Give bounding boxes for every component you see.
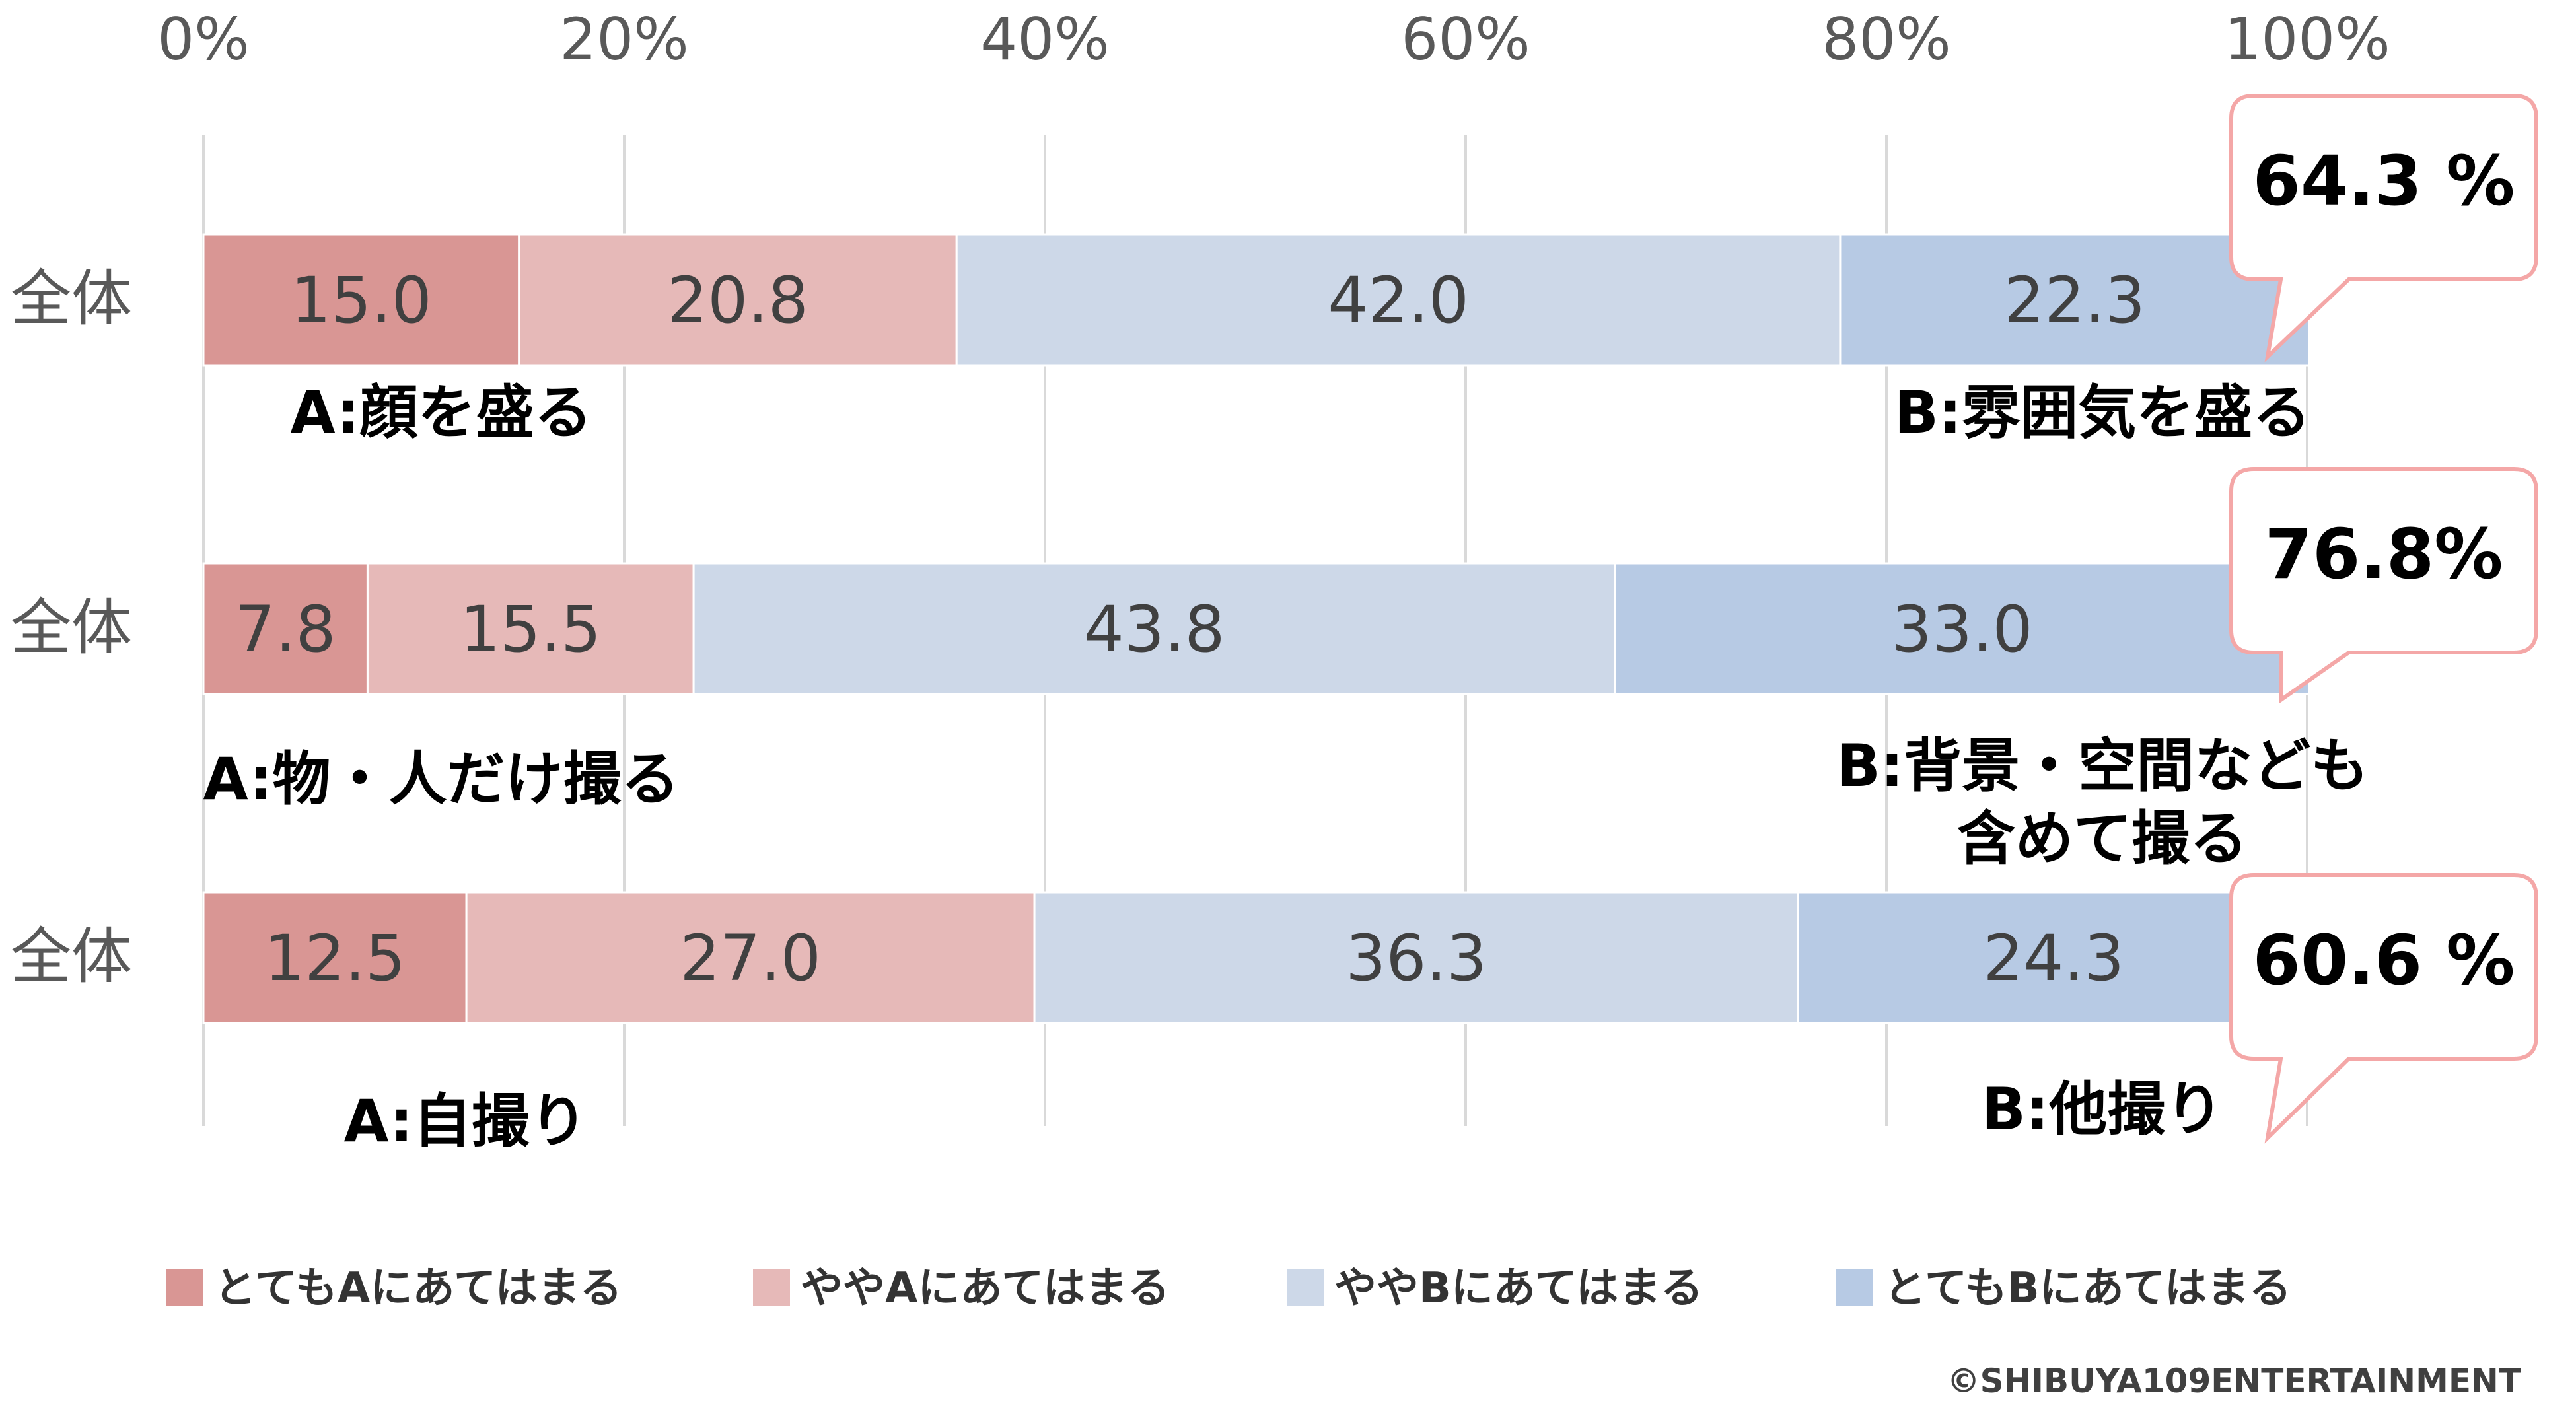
bar-segment xyxy=(465,891,1036,1024)
bars: 全体 15.0 20.8 42.0 22.3 全体 7.8 15.5 43.8 33.0 全体 12.… xyxy=(11,233,2310,1024)
callout-value: 64.3 % xyxy=(2252,141,2515,221)
legend-swatch xyxy=(1287,1269,1324,1306)
label-b: B:雰囲気を盛る xyxy=(1894,378,2310,446)
bar-segment xyxy=(202,562,369,695)
callout-bubble xyxy=(2229,94,2538,363)
legend-swatch xyxy=(1836,1269,1873,1306)
data-label: 36.3 xyxy=(1345,921,1487,995)
tick-label: 80% xyxy=(1822,5,1951,73)
callout-value: 76.8% xyxy=(2265,514,2503,594)
callout-value: 60.6 % xyxy=(2252,920,2515,1001)
data-label: 22.3 xyxy=(2004,264,2145,337)
data-label: 43.8 xyxy=(1084,592,1225,666)
legend-swatch xyxy=(166,1269,203,1306)
label-a: A:自撮り xyxy=(344,1087,588,1155)
tick-label: 100% xyxy=(2224,5,2390,73)
legend-swatch xyxy=(753,1269,790,1306)
tick-label: 0% xyxy=(157,5,250,73)
bar-segment xyxy=(366,562,695,695)
data-label: 7.8 xyxy=(235,592,336,666)
label-b: B:背景・空間なども xyxy=(1836,732,2369,800)
legend-label: ややAにあてはまる xyxy=(801,1264,1170,1313)
category-label: 全体 xyxy=(11,264,132,334)
legend: とてもAにあてはまる ややAにあてはまる ややBにあてはまる とてもBにあてはまる xyxy=(166,1264,2291,1313)
tick-label: 60% xyxy=(1401,5,1530,73)
callout-bubble xyxy=(2229,467,2538,704)
bar-segment xyxy=(1033,891,1799,1024)
bar-segment xyxy=(1797,891,2310,1024)
data-label: 27.0 xyxy=(680,921,821,995)
copyright-text: ©SHIBUYA109ENTERTAINMENT xyxy=(1947,1362,2521,1400)
legend-label: ややBにあてはまる xyxy=(1334,1264,1703,1313)
bar-segment xyxy=(955,233,1842,367)
bar-segment xyxy=(202,891,468,1024)
data-label: 42.0 xyxy=(1328,264,1469,337)
callouts: 64.3 % 76.8% 60.6 % xyxy=(2229,94,2538,1144)
label-a: A:物・人だけ撮る xyxy=(203,745,680,813)
bar-segment xyxy=(1614,562,2310,695)
x-axis-tick-labels: 0% 20% 40% 60% 80% 100% xyxy=(157,5,2390,73)
legend-label: とてもBにあてはまる xyxy=(1884,1264,2291,1313)
data-label: 12.5 xyxy=(264,921,406,995)
label-b: B:他撮り xyxy=(1982,1075,2223,1143)
callout-bubble xyxy=(2229,873,2538,1144)
data-label: 33.0 xyxy=(1892,592,2033,666)
bar-segment xyxy=(202,233,520,367)
data-label: 24.3 xyxy=(1983,921,2124,995)
data-label: 15.5 xyxy=(460,592,601,666)
data-label: 15.0 xyxy=(291,264,432,337)
category-label: 全体 xyxy=(11,592,132,663)
legend-label: とてもAにあてはまる xyxy=(214,1264,622,1313)
label-a: A:顔を盛る xyxy=(291,378,592,446)
category-label: 全体 xyxy=(11,921,132,992)
data-label: 20.8 xyxy=(667,264,808,337)
tick-label: 20% xyxy=(559,5,689,73)
bar-segment xyxy=(692,562,1616,695)
tick-label: 40% xyxy=(980,5,1110,73)
label-b: 含めて撮る xyxy=(1957,804,2248,872)
